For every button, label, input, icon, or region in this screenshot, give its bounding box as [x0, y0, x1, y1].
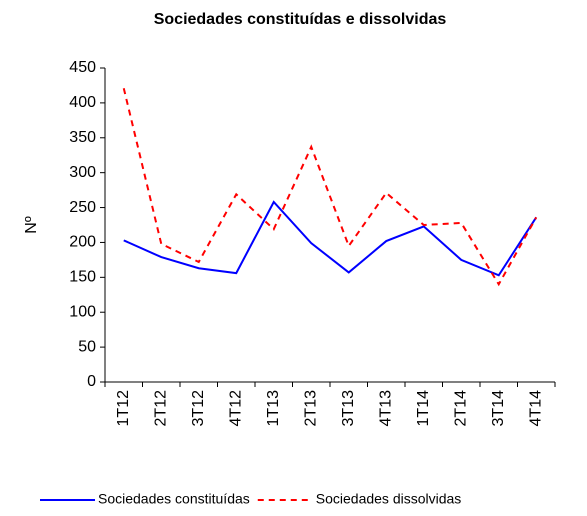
y-tick-label: 50	[78, 338, 96, 355]
x-tick-label: 2T13	[302, 390, 319, 427]
series-line	[123, 200, 538, 277]
x-tick-label: 4T14	[527, 390, 544, 427]
y-tick-label: 350	[69, 129, 96, 146]
legend-label: Sociedades dissolvidas	[316, 491, 462, 507]
x-tick-label: 3T12	[190, 390, 207, 427]
x-tick-label: 2T12	[152, 390, 169, 427]
y-axis-label: Nº	[23, 216, 40, 234]
x-tick-label: 2T14	[452, 390, 469, 427]
y-tick-label: 100	[69, 303, 96, 320]
x-tick-label: 3T14	[490, 390, 507, 427]
x-tick-label: 1T12	[115, 390, 132, 427]
y-tick-label: 250	[69, 199, 96, 216]
y-tick-label: 0	[87, 373, 96, 390]
legend-label: Sociedades constituídas	[98, 491, 250, 507]
x-tick-label: 1T14	[415, 390, 432, 427]
y-tick-label: 300	[69, 164, 96, 181]
x-tick-label: 1T13	[265, 390, 282, 427]
y-tick-label: 150	[69, 269, 96, 286]
x-tick-label: 4T13	[377, 390, 394, 427]
series-line	[122, 88, 538, 287]
y-tick-label: 200	[69, 234, 96, 251]
y-tick-label: 450	[69, 59, 96, 76]
chart-title: Sociedades constituídas e dissolvidas	[154, 11, 447, 28]
x-tick-label: 4T12	[227, 390, 244, 427]
x-tick-label: 3T13	[340, 390, 357, 427]
y-tick-label: 400	[69, 94, 96, 111]
